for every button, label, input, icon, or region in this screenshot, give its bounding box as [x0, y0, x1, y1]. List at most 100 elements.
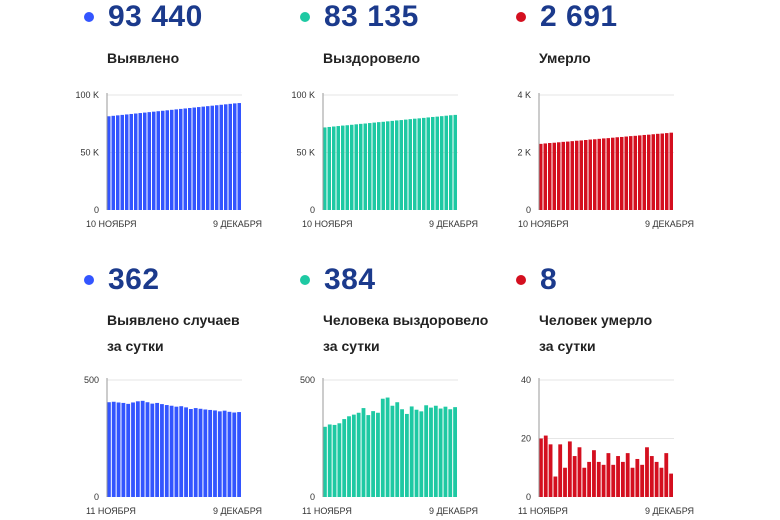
bar — [135, 401, 140, 497]
bar — [656, 133, 660, 210]
bar — [596, 461, 601, 497]
stat-label-line: за сутки — [539, 338, 596, 354]
bar — [417, 118, 421, 210]
bar — [155, 402, 160, 497]
bar — [606, 138, 610, 210]
bar — [116, 402, 121, 497]
bar — [543, 143, 547, 210]
bar — [174, 109, 178, 210]
bar — [579, 140, 583, 210]
x-start-label: 11 НОЯБРЯ — [86, 506, 136, 516]
bar — [217, 411, 222, 497]
bar — [206, 106, 210, 210]
bar — [395, 402, 400, 497]
bar — [219, 104, 223, 210]
series-dot-icon — [300, 12, 310, 22]
bar — [587, 461, 592, 497]
bar — [625, 453, 630, 497]
bar — [203, 409, 208, 497]
series-dot-icon — [84, 275, 94, 285]
bar — [408, 119, 412, 210]
bar — [640, 464, 645, 497]
chart-daily-deaths: 0 20 40 11 НОЯБРЯ 9 ДЕКАБРЯ — [518, 375, 694, 516]
bar — [237, 103, 241, 210]
bar — [143, 112, 147, 210]
y-tick-label: 20 — [521, 434, 531, 444]
bar — [183, 108, 187, 210]
bar — [107, 116, 111, 210]
bar — [381, 121, 385, 210]
chart-daily-detected: 0 500 11 НОЯБРЯ 9 ДЕКАБРЯ — [84, 375, 262, 516]
stat-label-line: Выявлено — [107, 50, 180, 66]
bar — [575, 140, 579, 210]
bar — [131, 402, 135, 497]
x-end-label: 9 ДЕКАБРЯ — [645, 219, 694, 229]
bar — [395, 120, 399, 210]
bar — [351, 414, 356, 497]
bar — [174, 406, 179, 497]
y-tick-label: 50 K — [80, 148, 99, 158]
bar — [156, 111, 160, 210]
bar — [323, 426, 327, 497]
bar — [327, 126, 331, 210]
y-tick-label: 100 K — [291, 90, 315, 100]
bar — [616, 456, 620, 497]
bar — [366, 415, 371, 497]
x-start-label: 11 НОЯБРЯ — [302, 506, 352, 516]
bar — [134, 113, 138, 210]
bar — [210, 105, 214, 210]
x-start-label: 10 НОЯБРЯ — [86, 219, 137, 229]
y-tick-label: 0 — [94, 205, 99, 215]
stat-value: 93 440 — [108, 0, 203, 33]
bar — [443, 406, 448, 497]
y-tick-label: 0 — [94, 492, 99, 502]
bar — [390, 120, 394, 210]
stat-header: 93 440 — [84, 0, 203, 34]
bar — [138, 113, 142, 210]
bar — [337, 423, 342, 497]
bar — [543, 435, 548, 497]
bar — [347, 416, 351, 497]
bar — [611, 464, 616, 497]
series-dot-icon — [84, 12, 94, 22]
stat-label-line: Человек умерло — [539, 312, 653, 328]
x-start-label: 10 НОЯБРЯ — [518, 219, 569, 229]
bar — [602, 138, 606, 210]
bar — [233, 103, 237, 210]
bar — [426, 117, 430, 210]
series-dot-icon — [516, 275, 526, 285]
series-dot-icon — [300, 275, 310, 285]
bar — [597, 138, 601, 210]
bar — [553, 476, 558, 497]
bar — [404, 119, 408, 210]
bar — [424, 405, 429, 497]
bar — [332, 424, 337, 497]
y-tick-label: 4 K — [517, 90, 531, 100]
bar — [561, 141, 565, 210]
bar — [400, 409, 404, 497]
bar — [582, 467, 587, 497]
bar — [350, 124, 354, 210]
bar — [201, 106, 205, 210]
bar — [126, 403, 131, 497]
bar — [145, 402, 150, 497]
bar — [237, 412, 241, 497]
bar — [435, 116, 439, 210]
bar — [341, 125, 345, 210]
bar — [629, 136, 633, 210]
bar — [188, 107, 192, 210]
bar — [208, 409, 213, 497]
bar — [624, 136, 628, 210]
bar — [453, 114, 457, 210]
bar — [647, 134, 651, 210]
bar — [377, 122, 381, 210]
bar — [438, 408, 443, 497]
bar — [453, 407, 457, 497]
bar — [140, 400, 145, 497]
stat-panel-daily-recovered: 384 Человека выздоровело за сутки 0 500 11… — [300, 263, 530, 520]
bar — [413, 118, 417, 210]
y-tick-label: 0 — [526, 205, 531, 215]
bar — [336, 126, 340, 210]
bar — [359, 123, 363, 210]
stat-header: 8 — [516, 263, 557, 297]
